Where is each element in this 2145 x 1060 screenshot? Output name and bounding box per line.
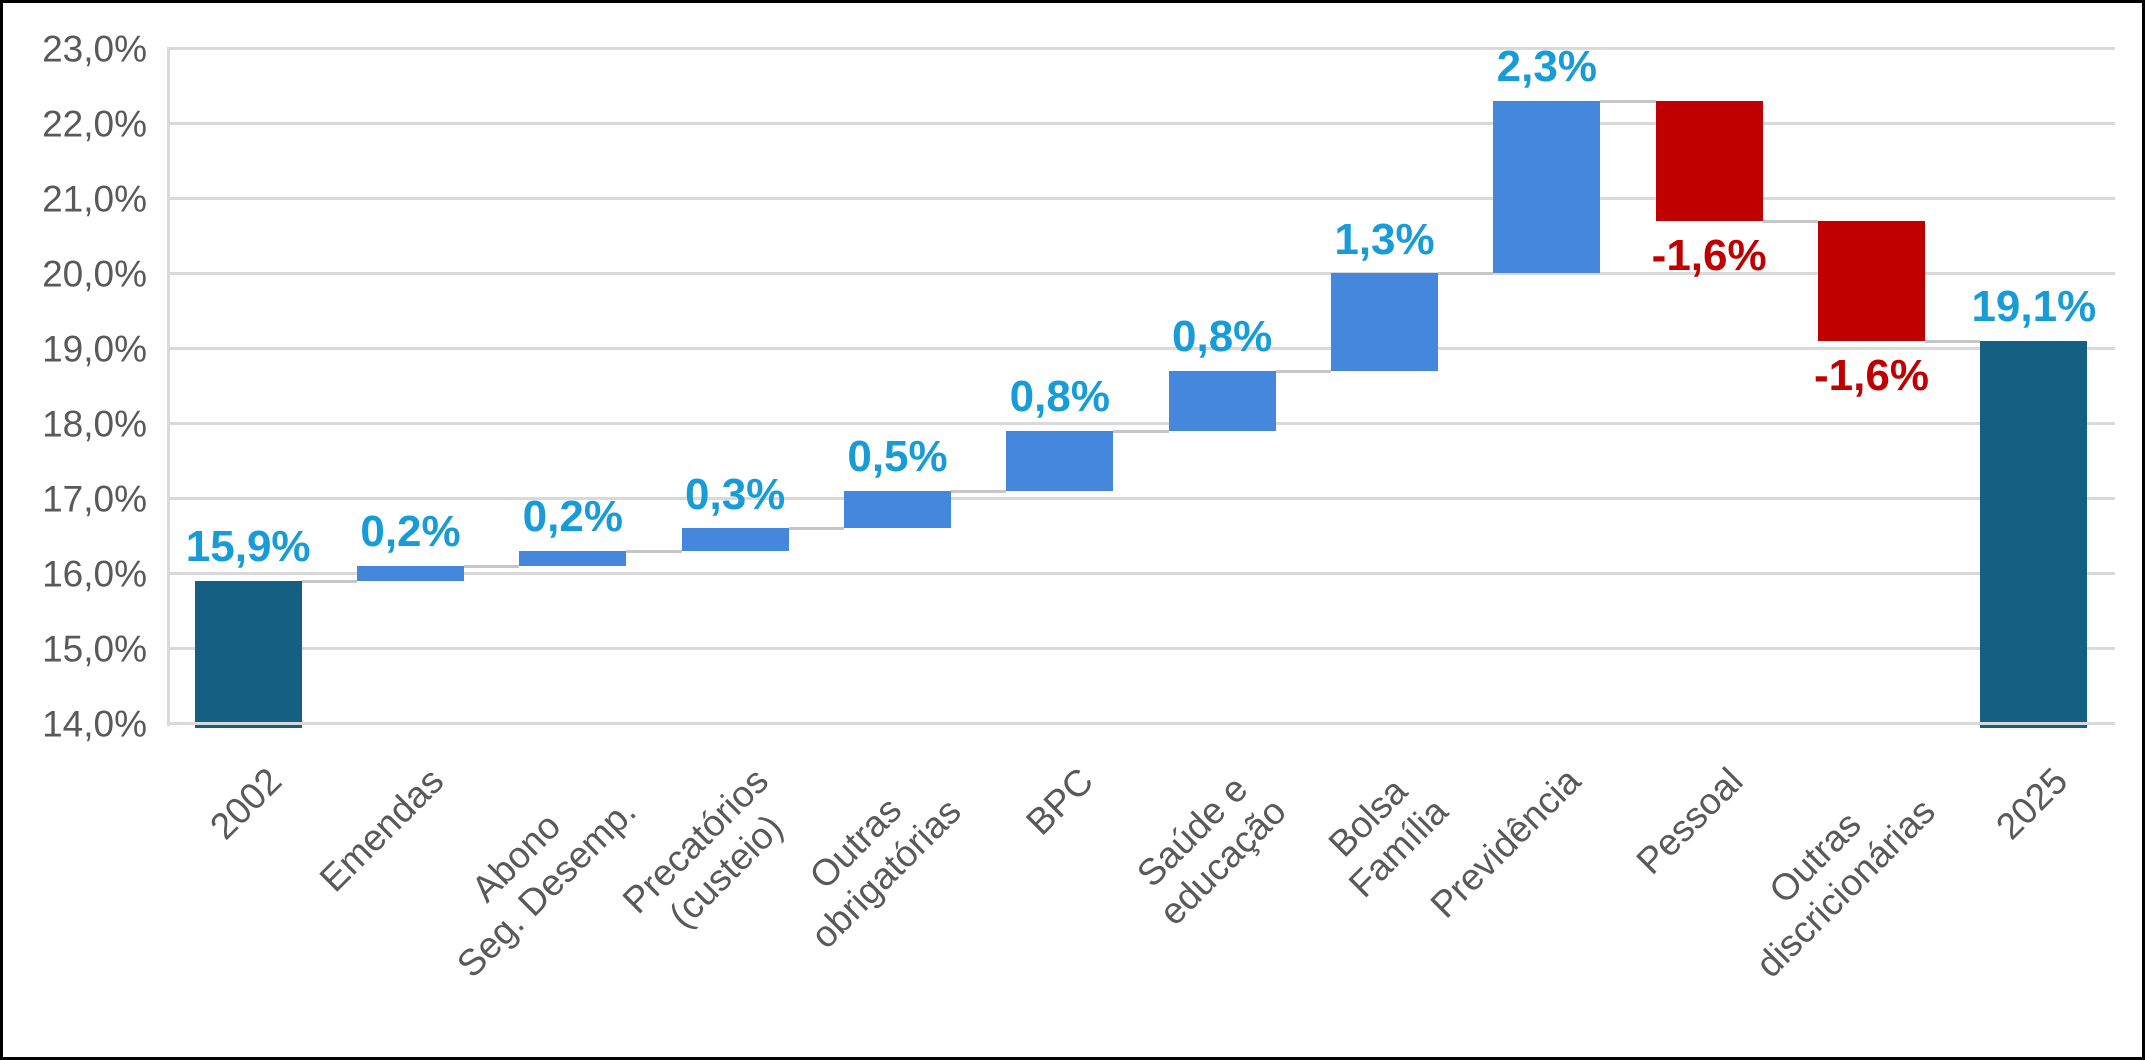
- data-label: 15,9%: [185, 522, 311, 572]
- gridline-15,0%: [167, 647, 2115, 650]
- y-axis-tick-label: 22,0%: [42, 103, 147, 145]
- x-axis-category-label: Pessoal: [1628, 760, 1751, 883]
- data-label: 2,3%: [1496, 42, 1597, 92]
- bar-outras-discricionárias: [1818, 220, 1925, 341]
- y-axis-tick-label: 23,0%: [42, 28, 147, 70]
- y-axis-tick-label: 18,0%: [42, 403, 147, 445]
- bar-precatórios-(custeio): [681, 528, 789, 551]
- x-axis-line: [167, 722, 2115, 725]
- x-axis-category-label: Outras discricionárias: [1747, 790, 1943, 985]
- waterfall-connector: [1925, 339, 1981, 343]
- gridline-22,0%: [167, 122, 2115, 125]
- bar-abono-seg.-desemp.: [519, 550, 627, 566]
- x-axis-category-label: Saúde e educação: [1128, 767, 1294, 933]
- waterfall-connector: [1600, 99, 1656, 103]
- bar-2025: [1980, 340, 2088, 728]
- data-label: 0,5%: [847, 432, 948, 482]
- waterfall-connector: [1113, 429, 1169, 433]
- bar-emendas: [357, 565, 464, 581]
- waterfall-connector: [951, 489, 1007, 493]
- data-label: 0,2%: [522, 492, 623, 542]
- y-axis-tick-label: 19,0%: [42, 328, 147, 370]
- x-axis-category-label: 2002: [201, 760, 290, 848]
- x-axis-category-label: Outras obrigatórias: [801, 789, 969, 956]
- gridline-20,0%: [167, 272, 2115, 275]
- gridline-16,0%: [167, 572, 2115, 575]
- data-label: -1,6%: [1814, 350, 1929, 400]
- bar-bpc: [1006, 430, 1114, 491]
- bar-outras-obrigatórias: [844, 490, 951, 528]
- bar-2002: [194, 580, 302, 728]
- data-label: 1,3%: [1334, 214, 1435, 264]
- waterfall-connector: [1762, 219, 1818, 223]
- waterfall-connector: [301, 579, 357, 583]
- waterfall-connector: [1275, 369, 1331, 373]
- data-label: 0,8%: [1172, 312, 1273, 362]
- x-axis-category-label: Previdência: [1422, 760, 1588, 926]
- bar-saúde-e-educação: [1168, 370, 1276, 431]
- gridline-17,0%: [167, 497, 2115, 500]
- gridline-21,0%: [167, 197, 2115, 200]
- x-axis-category-label: BPC: [1018, 760, 1101, 843]
- x-axis-category-label: 2025: [1987, 760, 2075, 848]
- bar-bolsa-família: [1331, 273, 1438, 371]
- data-label: 0,2%: [360, 507, 461, 557]
- waterfall-connector: [1438, 272, 1494, 275]
- waterfall-connector: [464, 564, 520, 568]
- data-label: 0,3%: [685, 469, 786, 519]
- x-axis-category-label: Emendas: [311, 760, 452, 900]
- x-axis-category-label: Precatórios (custeio): [614, 760, 791, 936]
- bar-pessoal: [1655, 100, 1763, 221]
- data-label: -1,6%: [1651, 230, 1767, 280]
- y-axis-tick-label: 16,0%: [42, 553, 147, 595]
- y-axis-line: [167, 48, 170, 726]
- y-axis-tick-label: 15,0%: [42, 628, 147, 670]
- data-label: 0,8%: [1009, 372, 1110, 422]
- y-axis-tick-label: 20,0%: [42, 253, 147, 295]
- waterfall-connector: [626, 549, 682, 553]
- gridline-23,0%: [167, 47, 2115, 50]
- y-axis-tick-label: 21,0%: [42, 178, 147, 220]
- y-axis-tick-label: 17,0%: [42, 478, 147, 520]
- gridline-19,0%: [167, 347, 2115, 350]
- x-axis-category-label: Abono Seg. Desemp.: [449, 790, 644, 985]
- y-axis-tick-label: 14,0%: [42, 703, 147, 745]
- bar-previdência: [1493, 100, 1601, 273]
- waterfall-connector: [788, 527, 844, 530]
- gridline-18,0%: [167, 422, 2115, 425]
- data-label: 19,1%: [1971, 282, 2097, 332]
